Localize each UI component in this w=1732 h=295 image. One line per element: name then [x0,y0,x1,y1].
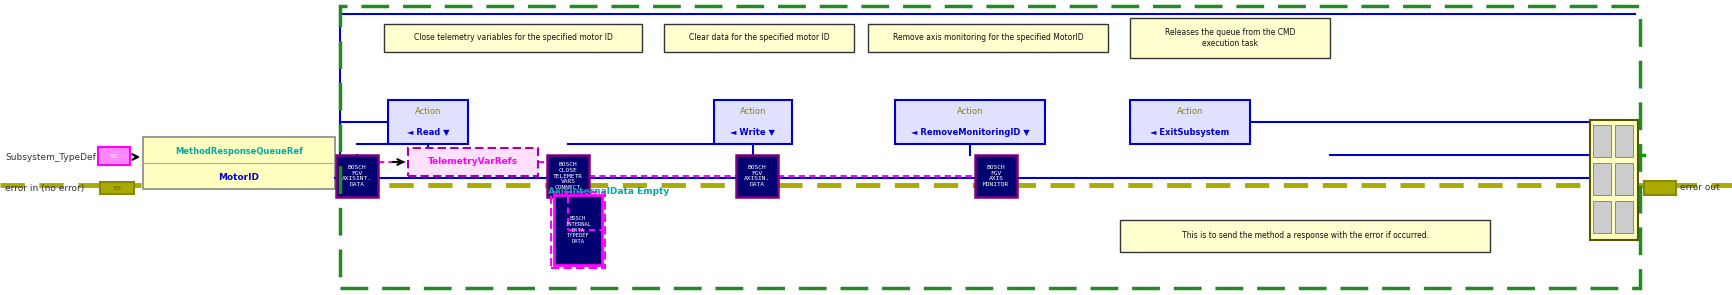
Text: ◄ Write ▼: ◄ Write ▼ [731,127,776,137]
Text: Releases the queue from the CMD
execution task: Releases the queue from the CMD executio… [1164,28,1296,48]
Text: ◄ Read ▼: ◄ Read ▼ [407,127,449,137]
Text: This is to send the method a response with the error if occurred.: This is to send the method a response wi… [1181,232,1429,240]
Bar [547,155,589,197]
Text: 55t: 55t [113,186,121,191]
Text: Close telemetry variables for the specified motor ID: Close telemetry variables for the specif… [414,34,613,42]
Text: Action: Action [740,107,766,117]
Bar [736,155,778,197]
Text: error in (no error): error in (no error) [5,183,85,193]
Bar [409,148,539,176]
Text: error out: error out [1680,183,1720,193]
Text: BOSCH
CLOSE
TELEMETR
VARS
CONNECT: BOSCH CLOSE TELEMETR VARS CONNECT [553,162,584,190]
Text: BOSCH
INTERNAL
DATA
TYPEDEF
DATA: BOSCH INTERNAL DATA TYPEDEF DATA [565,216,591,244]
Text: BOSCH
FGV
AXIS
MONITOR: BOSCH FGV AXIS MONITOR [982,165,1010,187]
Text: BOSCH
FGV
AXISIN.
DATA: BOSCH FGV AXISIN. DATA [743,165,771,187]
Bar [975,155,1017,197]
Bar [144,137,334,189]
Text: ◄ RemoveMonitoringID ▼: ◄ RemoveMonitoringID ▼ [911,127,1029,137]
Bar [1129,100,1251,144]
Text: Clear data for the specified motor ID: Clear data for the specified motor ID [689,34,830,42]
Bar [1644,181,1677,195]
Text: ◄ ExitSubsystem: ◄ ExitSubsystem [1150,127,1230,137]
Bar [388,100,468,144]
Bar [385,24,643,52]
Bar [1614,125,1633,157]
Bar [99,147,130,165]
Bar [1614,163,1633,195]
Bar [868,24,1108,52]
Bar [1129,18,1330,58]
Text: Action: Action [956,107,984,117]
Bar [714,100,792,144]
Text: AxisInternalData Empty: AxisInternalData Empty [547,188,669,196]
Text: 55t: 55t [109,153,118,158]
Bar [339,6,1640,288]
Text: BOSCH
FGV
AXISINT.
DATA: BOSCH FGV AXISINT. DATA [341,165,372,187]
Bar [1121,220,1490,252]
Text: Action: Action [414,107,442,117]
Bar [663,24,854,52]
Text: TelemetryVarRefs: TelemetryVarRefs [428,158,518,166]
Bar [336,155,378,197]
Text: MotorID: MotorID [218,173,260,183]
Bar [1593,201,1611,233]
Bar [1590,120,1638,240]
Bar [100,182,133,194]
Bar [554,195,603,265]
Text: Subsystem_TypeDef: Subsystem_TypeDef [5,153,95,161]
Bar [895,100,1044,144]
Text: Action: Action [1176,107,1204,117]
Bar [1593,163,1611,195]
Text: Remove axis monitoring for the specified MotorID: Remove axis monitoring for the specified… [892,34,1082,42]
Text: MethodResponseQueueRef: MethodResponseQueueRef [175,148,303,157]
Bar [1593,125,1611,157]
Bar [551,192,604,268]
Bar [1614,201,1633,233]
